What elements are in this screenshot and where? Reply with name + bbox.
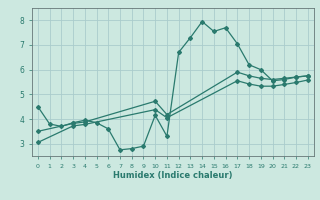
X-axis label: Humidex (Indice chaleur): Humidex (Indice chaleur) xyxy=(113,171,233,180)
